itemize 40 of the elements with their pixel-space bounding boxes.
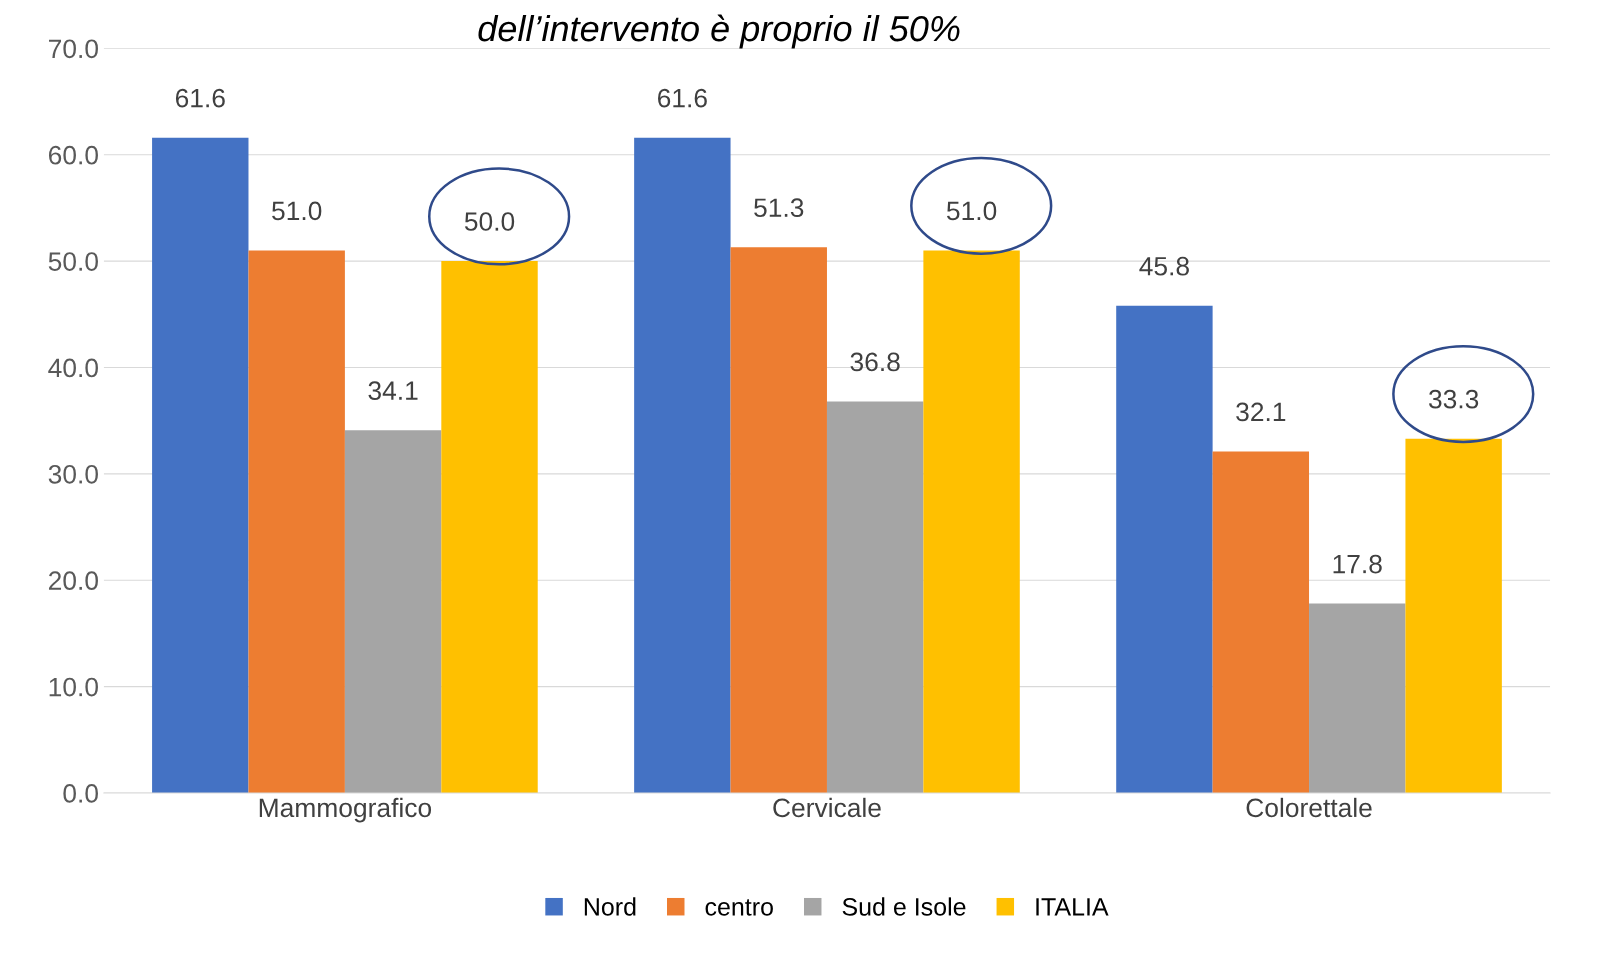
legend-label: centro	[705, 899, 773, 916]
bar	[1309, 603, 1406, 793]
bar	[344, 430, 442, 793]
y-tick-label: 60.0	[48, 145, 98, 165]
data-label: 33.3	[1428, 389, 1479, 409]
bar	[1405, 438, 1502, 793]
x-tick-label: Cervicale	[773, 797, 881, 818]
y-tick-label: 70.0	[49, 39, 98, 59]
y-tick-label: 50.0	[48, 252, 98, 271]
y-tick-label: 40.0	[48, 358, 98, 378]
y-tick-label: 0.0	[63, 784, 98, 803]
y-tick-label: 30.0	[48, 464, 98, 484]
data-label: 36.8	[850, 352, 900, 372]
data-label: 34.1	[368, 381, 418, 400]
data-label: 17.8	[1333, 554, 1382, 574]
x-tick-label: Mammografico	[259, 797, 432, 823]
legend-label: Nord	[584, 897, 636, 916]
data-label: 51.0	[946, 201, 997, 221]
bar	[1212, 451, 1310, 793]
data-label: 32.1	[1236, 402, 1286, 422]
legend-label: Sud e Isole	[842, 897, 966, 916]
bar	[152, 137, 249, 793]
data-label: 51.0	[272, 201, 322, 221]
data-label: 51.3	[754, 198, 804, 218]
data-label: 50.0	[464, 212, 515, 231]
y-tick-label: 10.0	[49, 677, 98, 697]
data-label: 45.8	[1139, 256, 1189, 276]
bar	[248, 250, 345, 793]
legend-label: ITALIA	[1036, 898, 1109, 916]
bar	[441, 261, 538, 793]
bar	[634, 137, 731, 793]
x-tick-label: Colorettale	[1246, 797, 1372, 818]
data-label: 61.6	[175, 88, 225, 108]
y-tick-label: 20.0	[48, 571, 98, 591]
data-label: 61.6	[658, 88, 707, 108]
chart-title: dell’intervento è proprio il 50%	[478, 14, 960, 49]
bar	[826, 401, 924, 793]
bar	[730, 247, 827, 793]
bar	[923, 250, 1020, 793]
bar	[1116, 305, 1213, 793]
